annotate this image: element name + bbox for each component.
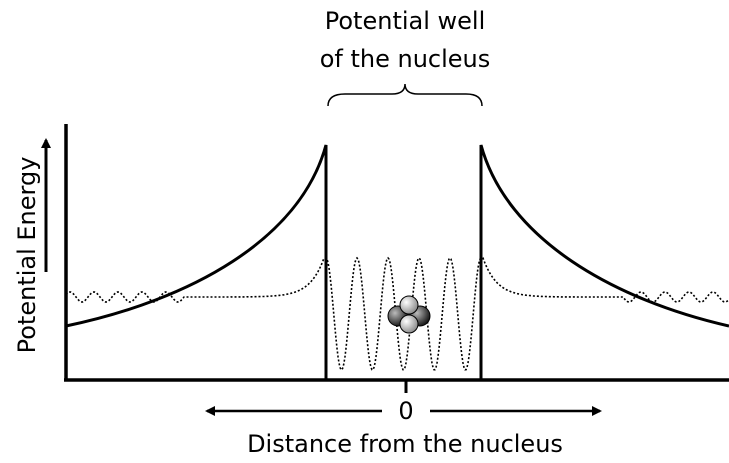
right-barrier bbox=[479, 144, 729, 380]
origin-label: 0 bbox=[398, 397, 413, 425]
brace bbox=[327, 83, 483, 107]
x-axis-label: Distance from the nucleus bbox=[247, 430, 563, 458]
y-axis-label: Potential Energy bbox=[13, 157, 41, 354]
nucleus bbox=[387, 295, 431, 334]
left-barrier bbox=[65, 144, 328, 380]
title-line: Potential well bbox=[325, 7, 486, 35]
wave-function bbox=[65, 256, 729, 371]
title-line: of the nucleus bbox=[320, 45, 491, 73]
